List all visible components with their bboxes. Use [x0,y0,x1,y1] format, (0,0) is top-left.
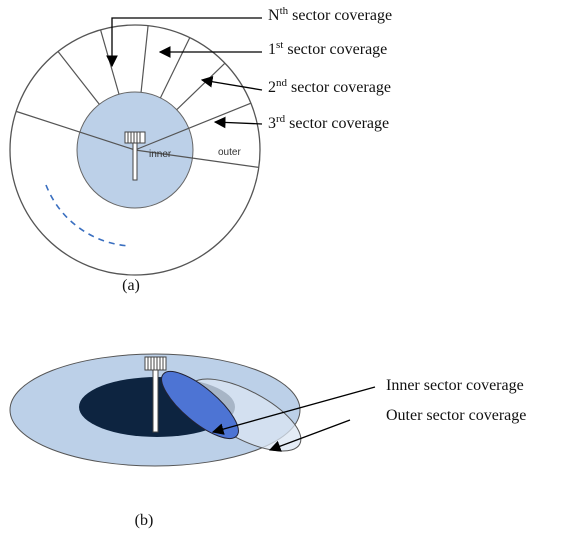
arrows-a [106,17,263,129]
label-base: 2 [268,79,276,96]
sector-label: Nth sector coverage [268,5,392,24]
sector-line [140,25,149,93]
outer-sector-label: Outer sector coverage [386,407,526,424]
dashed-arc [45,184,131,247]
sector-label: 2nd sector coverage [268,77,391,96]
label-base: N [268,7,280,24]
label-sup: th [280,5,289,17]
label-sup: rd [276,113,286,125]
label-rest: sector coverage [292,7,392,24]
inner-label: inner [149,149,172,160]
sector-lines [15,25,259,168]
sector-line [134,102,252,151]
outer-label: outer [218,147,241,158]
label-rest: sector coverage [287,41,387,58]
sector-line [159,37,191,99]
caption-a: (a) [122,277,140,294]
inner-sector [161,371,239,439]
tower-a [124,131,146,181]
sector-line [57,51,100,105]
sector-line [15,110,136,151]
label-sup: st [276,39,283,51]
label-rest: sector coverage [291,79,391,96]
label-rest: sector coverage [289,115,389,132]
sector-label: 3rd sector coverage [268,113,389,132]
arrows-b [211,386,376,452]
label-base: 1 [268,41,276,58]
sector-label: 1st sector coverage [268,39,387,58]
sector-line [176,62,226,111]
label-sup: nd [276,77,288,89]
inner-sector-label: Inner sector coverage [386,377,524,394]
sector-line [134,149,259,168]
caption-b: (b) [135,512,154,529]
tower-b [144,356,167,433]
label-base: 3 [268,115,276,132]
